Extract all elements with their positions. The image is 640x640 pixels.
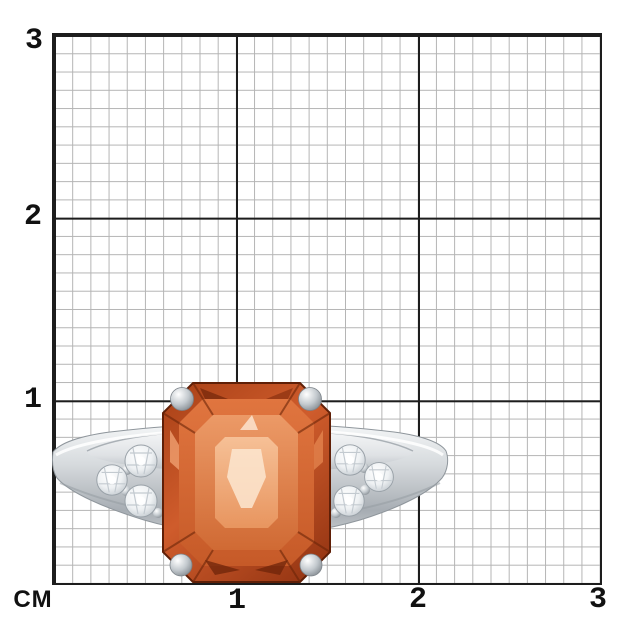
x-axis-tick-1cm: 1 [227,584,247,618]
unit-label-cm: CM [13,586,53,613]
center-gemstone [162,382,331,583]
y-axis-tick-3cm: 3 [24,24,44,58]
y-axis-tick-2cm: 2 [23,200,43,234]
y-axis-tick-1cm: 1 [23,383,43,417]
left-diamond-cluster [96,444,163,518]
prong-balls [169,387,323,577]
right-diamond-cluster [331,444,394,518]
x-axis-tick-2cm: 2 [408,583,428,617]
x-axis-tick-3cm: 3 [588,583,608,617]
